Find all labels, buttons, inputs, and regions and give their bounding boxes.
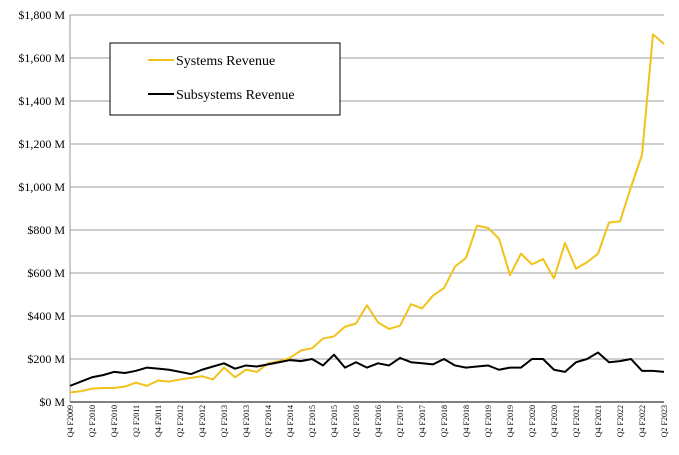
x-tick-label: Q4 F2017 bbox=[418, 405, 427, 437]
x-tick-label: Q2 F2023 bbox=[660, 405, 669, 437]
y-tick-label: $1,600 M bbox=[18, 51, 65, 65]
x-tick-label: Q2 F2016 bbox=[352, 405, 361, 437]
x-tick-label: Q2 F2010 bbox=[88, 405, 97, 437]
x-tick-label: Q2 F2011 bbox=[132, 405, 141, 437]
x-tick-label: Q4 F2022 bbox=[638, 405, 647, 437]
x-tick-label: Q4 F2021 bbox=[594, 405, 603, 437]
y-axis-ticks: $0 M $200 M $400 M $600 M $800 M $1,000 M $1,2… bbox=[18, 8, 65, 409]
legend-entry: Systems Revenue bbox=[176, 54, 275, 69]
x-tick-label: Q4 F2020 bbox=[550, 405, 559, 437]
x-tick-label: Q4 F2015 bbox=[330, 405, 339, 437]
series-line-subsystems-revenue bbox=[69, 351, 665, 387]
y-tick-label: $1,000 M bbox=[18, 180, 65, 194]
legend-box bbox=[109, 42, 341, 116]
y-tick-label: $200 M bbox=[27, 352, 65, 366]
y-tick-label: $1,400 M bbox=[18, 94, 65, 108]
x-tick-label: Q4 F2018 bbox=[462, 405, 471, 437]
x-tick-label: Q4 F2013 bbox=[242, 405, 251, 437]
x-tick-label: Q4 F2012 bbox=[198, 405, 207, 437]
y-tick-label: $0 M bbox=[39, 395, 65, 409]
x-tick-label: Q4 F2016 bbox=[374, 405, 383, 437]
series-lines bbox=[69, 33, 665, 394]
legend-entry: Subsystems Revenue bbox=[176, 88, 295, 103]
x-tick-label: Q4 F2014 bbox=[286, 405, 295, 437]
x-axis-ticks: Q4 F2009 Q2 F2010 Q4 F2010 Q2 F2011 Q4 F2011… bbox=[66, 405, 669, 437]
y-tick-label: $400 M bbox=[27, 309, 65, 323]
x-tick-label: Q2 F2013 bbox=[220, 405, 229, 437]
y-tick-label: $1,200 M bbox=[18, 137, 65, 151]
x-tick-label: Q2 F2012 bbox=[176, 405, 185, 437]
x-tick-label: Q2 F2020 bbox=[528, 405, 537, 437]
y-tick-label: $800 M bbox=[27, 223, 65, 237]
gridlines bbox=[70, 14, 664, 403]
x-tick-label: Q4 F2009 bbox=[66, 405, 75, 437]
x-tick-label: Q2 F2017 bbox=[396, 405, 405, 437]
series-line-systems-revenue bbox=[69, 33, 665, 394]
x-tick-label: Q4 F2010 bbox=[110, 405, 119, 437]
x-tick-label: Q2 F2022 bbox=[616, 405, 625, 437]
y-tick-label: $1,800 M bbox=[18, 8, 65, 22]
x-tick-label: Q2 F2018 bbox=[440, 405, 449, 437]
x-tick-label: Q2 F2019 bbox=[484, 405, 493, 437]
y-tick-label: $600 M bbox=[27, 266, 65, 280]
legend: Systems Revenue Subsystems Revenue bbox=[109, 42, 341, 116]
x-tick-label: Q2 F2015 bbox=[308, 405, 317, 437]
x-tick-label: Q4 F2019 bbox=[506, 405, 515, 437]
x-tick-label: Q2 F2014 bbox=[264, 405, 273, 437]
x-tick-label: Q4 F2011 bbox=[154, 405, 163, 437]
x-tick-label: Q2 F2021 bbox=[572, 405, 581, 437]
